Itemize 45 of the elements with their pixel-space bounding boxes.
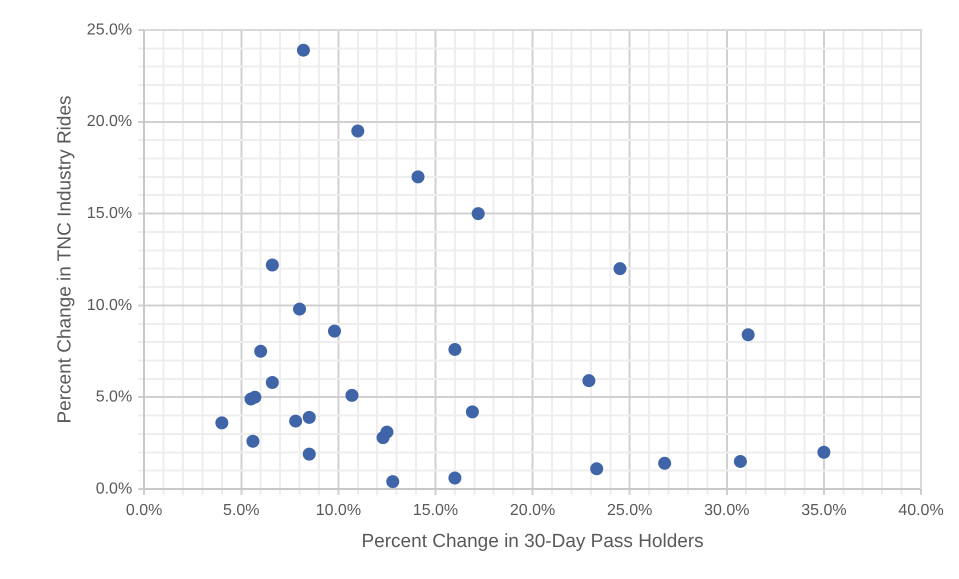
point: [302, 410, 316, 424]
y-tick-label: 15.0%: [86, 205, 132, 222]
x-tick-label: 25.0%: [607, 502, 652, 520]
x-axis-title: Percent Change in 30-Day Pass Holders: [361, 530, 704, 552]
x-tick-label: 5.0%: [223, 502, 260, 520]
point: [266, 258, 279, 272]
point: [658, 456, 672, 470]
point: [266, 376, 279, 390]
point: [590, 462, 604, 476]
x-tick-label: 35.0%: [801, 502, 847, 520]
x-tick-label: 0.0%: [126, 502, 162, 520]
point: [289, 414, 302, 428]
x-tick-label: 15.0%: [412, 502, 458, 520]
point: [293, 302, 306, 316]
point: [246, 434, 260, 448]
x-tick-label: 20.0%: [510, 502, 556, 520]
point: [345, 388, 358, 402]
point: [448, 471, 462, 484]
point: [472, 207, 485, 220]
point: [328, 324, 341, 338]
point: [386, 475, 400, 488]
x-tick-label: 40.0%: [898, 502, 944, 520]
point: [582, 374, 596, 388]
y-tick-label: 0.0%: [96, 480, 132, 498]
point: [613, 262, 626, 276]
point: [466, 405, 479, 418]
point: [215, 416, 228, 430]
point: [817, 446, 830, 459]
y-tick-label: 25.0%: [86, 21, 132, 38]
point: [380, 426, 394, 439]
x-tick-label: 10.0%: [316, 502, 362, 520]
y-tick-label: 20.0%: [86, 113, 132, 130]
point: [351, 124, 364, 138]
y-axis-title: Percent Change in TNC Industry Rides: [54, 95, 76, 424]
point: [248, 390, 262, 404]
y-tick-label: 5.0%: [96, 388, 132, 406]
point: [412, 170, 424, 184]
point: [742, 328, 755, 342]
point: [302, 448, 316, 461]
point: [296, 44, 310, 57]
point: [254, 344, 268, 358]
point: [734, 454, 747, 468]
y-tick-label: 10.0%: [86, 296, 132, 314]
x-tick-label: 30.0%: [704, 502, 750, 520]
point: [448, 342, 462, 356]
